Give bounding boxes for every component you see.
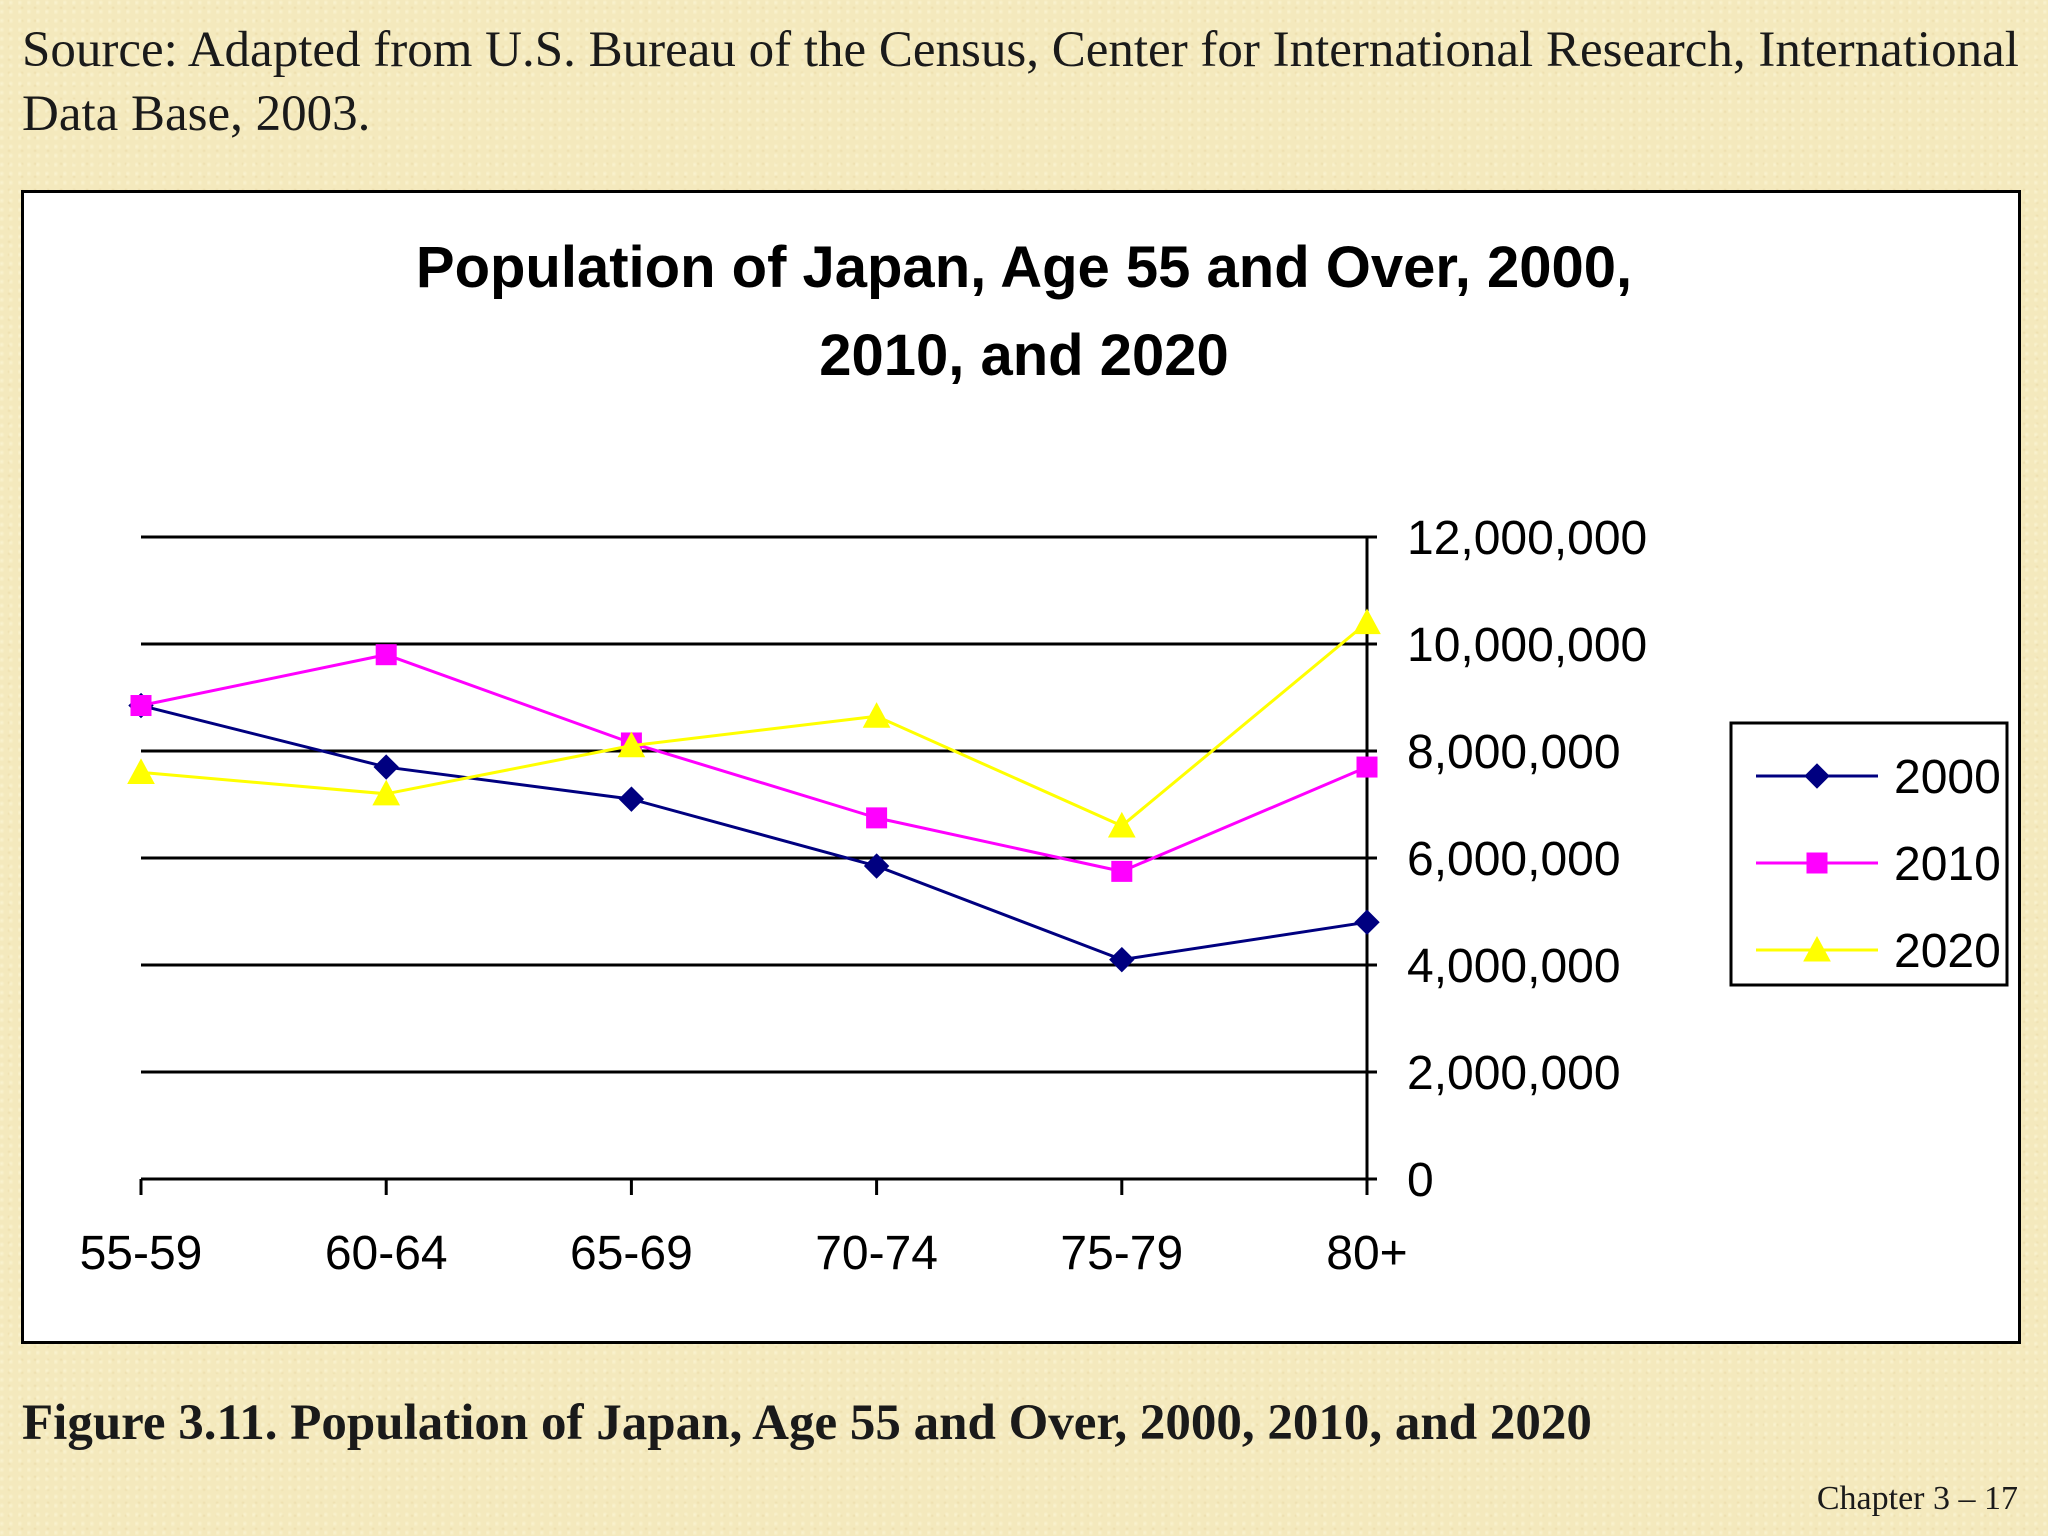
y-tick-label: 8,000,000 — [1407, 726, 1621, 779]
series-line-2000 — [140, 704, 1368, 962]
source-note: Source: Adapted from U.S. Bureau of the … — [22, 22, 2019, 142]
legend-marker-2020 — [1803, 935, 1831, 962]
data-point-2000 — [373, 754, 399, 780]
y-tick-label: 4,000,000 — [1407, 940, 1621, 993]
y-tick-label: 12,000,000 — [1407, 512, 1647, 565]
series-line-2010 — [140, 653, 1368, 873]
data-point-2010 — [1356, 756, 1378, 778]
y-tick-label: 10,000,000 — [1407, 619, 1647, 672]
data-point-2010 — [1111, 860, 1133, 882]
data-point-2010 — [130, 695, 152, 717]
data-point-2020 — [372, 779, 401, 806]
chart-panel: Population of Japan, Age 55 and Over, 20… — [21, 190, 2021, 1344]
data-point-2000 — [1354, 909, 1380, 935]
figure-caption: Figure 3.11. Population of Japan, Age 55… — [22, 1395, 1592, 1451]
data-point-2000 — [863, 853, 890, 879]
x-tick-label: 65-69 — [570, 1227, 693, 1280]
data-point-2010 — [375, 644, 397, 666]
y-tick-label: 2,000,000 — [1407, 1047, 1621, 1100]
x-tick-label: 70-74 — [815, 1227, 938, 1280]
x-tick-label: 75-79 — [1060, 1227, 1183, 1280]
data-point-2020 — [1107, 811, 1136, 838]
series-line-2020 — [140, 621, 1368, 828]
legend-label-2010: 2010 — [1894, 838, 2001, 891]
data-point-2010 — [866, 807, 888, 829]
legend: 2000 2010 2020 — [1729, 721, 2009, 987]
data-point-2020 — [617, 731, 646, 758]
y-tick-label: 6,000,000 — [1407, 833, 1621, 886]
legend-label-2000: 2000 — [1894, 751, 2001, 804]
data-point-2000 — [1109, 946, 1135, 973]
chapter-page-label: Chapter 3 – 17 — [1816, 1480, 2018, 1517]
legend-marker-2000 — [1804, 763, 1830, 789]
legend-label-2020: 2020 — [1894, 925, 2001, 978]
legend-marker-2010 — [1806, 852, 1828, 874]
data-point-2020 — [1353, 608, 1381, 635]
data-point-2020 — [862, 702, 891, 728]
chart-title-line: 2010, and 2020 — [819, 323, 1229, 388]
legend-box — [1729, 721, 2009, 987]
data-point-2000 — [618, 786, 645, 812]
x-tick-label: 60-64 — [325, 1227, 448, 1280]
line-chart: Population of Japan, Age 55 and Over, 20… — [80, 235, 2009, 1280]
y-tick-label: 0 — [1407, 1154, 1434, 1207]
data-point-2020 — [127, 758, 155, 784]
x-tick-label: 80+ — [1326, 1227, 1407, 1280]
x-tick-label: 55-59 — [80, 1227, 203, 1280]
chart-title-line: Population of Japan, Age 55 and Over, 20… — [416, 235, 1632, 300]
